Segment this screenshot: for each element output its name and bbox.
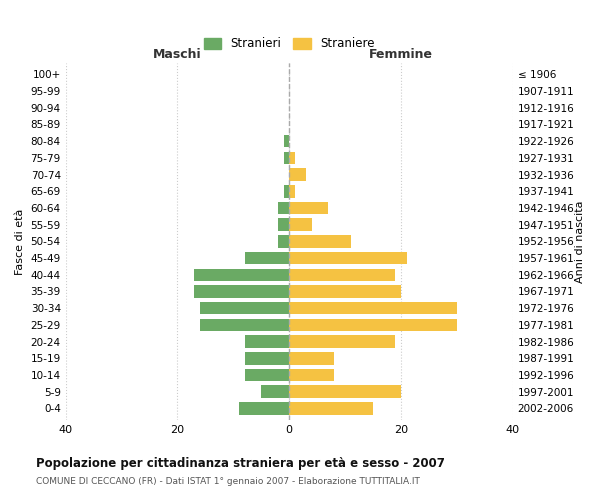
Bar: [289, 152, 295, 164]
Bar: [289, 235, 351, 248]
Bar: [245, 352, 289, 364]
Bar: [200, 318, 289, 331]
Bar: [289, 268, 395, 281]
Y-axis label: Anni di nascita: Anni di nascita: [575, 200, 585, 282]
Bar: [289, 336, 395, 348]
Bar: [278, 202, 289, 214]
Y-axis label: Fasce di età: Fasce di età: [15, 208, 25, 274]
Bar: [289, 302, 457, 314]
Text: Popolazione per cittadinanza straniera per età e sesso - 2007: Popolazione per cittadinanza straniera p…: [36, 458, 445, 470]
Bar: [245, 369, 289, 382]
Bar: [289, 285, 401, 298]
Bar: [262, 386, 289, 398]
Bar: [289, 402, 373, 414]
Legend: Stranieri, Straniere: Stranieri, Straniere: [199, 32, 380, 55]
Text: Maschi: Maschi: [153, 48, 202, 61]
Bar: [289, 252, 407, 264]
Bar: [200, 302, 289, 314]
Bar: [289, 352, 334, 364]
Bar: [289, 202, 328, 214]
Bar: [245, 336, 289, 348]
Bar: [194, 285, 289, 298]
Bar: [194, 268, 289, 281]
Bar: [284, 152, 289, 164]
Bar: [289, 218, 311, 231]
Bar: [239, 402, 289, 414]
Bar: [278, 218, 289, 231]
Bar: [289, 168, 306, 181]
Text: Femmine: Femmine: [369, 48, 433, 61]
Text: COMUNE DI CECCANO (FR) - Dati ISTAT 1° gennaio 2007 - Elaborazione TUTTITALIA.IT: COMUNE DI CECCANO (FR) - Dati ISTAT 1° g…: [36, 478, 420, 486]
Bar: [289, 318, 457, 331]
Bar: [245, 252, 289, 264]
Bar: [284, 135, 289, 147]
Bar: [289, 369, 334, 382]
Bar: [289, 386, 401, 398]
Bar: [278, 235, 289, 248]
Bar: [289, 185, 295, 198]
Bar: [284, 185, 289, 198]
